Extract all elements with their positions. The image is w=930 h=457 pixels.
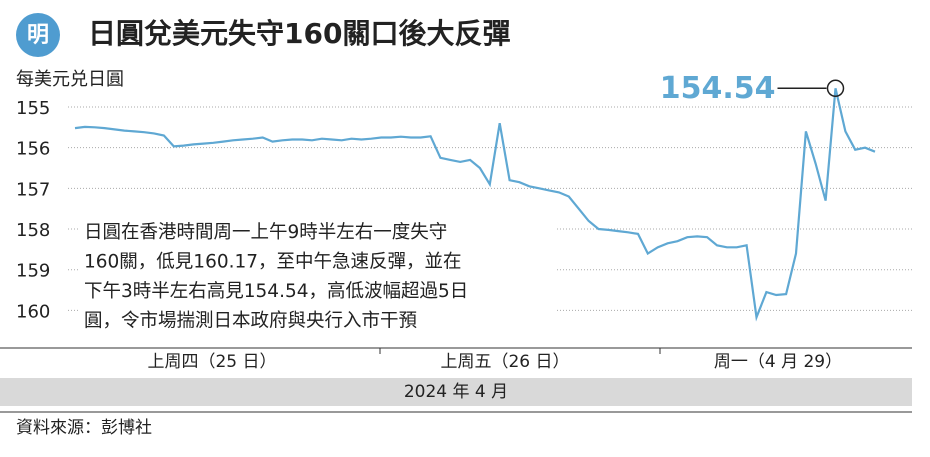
- line: [74, 88, 876, 322]
- annotation: 下午3時半左右高見154.54，高低波幅超過5日: [84, 281, 468, 302]
- x-tick-label: 周一（4 月 29）: [714, 352, 842, 372]
- y-tick-label: 159: [16, 261, 50, 282]
- x-tick-label: 上周五（26 日）: [440, 352, 569, 372]
- peak-marker: [826, 79, 845, 98]
- chart-title: 日圓兌美元失守160關口後大反彈: [88, 17, 510, 50]
- x-axis-label: 2024 年 4 月: [404, 382, 508, 402]
- annotation: 160關，低見160.17，至中午急速反彈，並在: [84, 252, 462, 273]
- x-tick-label: 上周四（25 日）: [147, 352, 276, 372]
- y-axis-label: 每美元兑日圓: [16, 69, 124, 90]
- y-tick-label: 160: [16, 301, 50, 322]
- y-tick-label: 155: [16, 98, 50, 119]
- annotation: 圓，令市場揣測日本政府與央行入市干預: [84, 311, 418, 332]
- y-tick-label: 158: [16, 220, 50, 241]
- annotation-box: [80, 215, 556, 333]
- logo: 明: [27, 23, 49, 48]
- x-label-band: [0, 378, 912, 406]
- annotation: 日圓在香港時間周一上午9時半左右一度失守: [84, 222, 447, 243]
- peak-label: 154.54: [660, 71, 776, 106]
- source: 資料來源：彭博社: [16, 418, 152, 438]
- y-tick-label: 157: [16, 179, 50, 200]
- y-tick-label: 156: [16, 139, 50, 160]
- logo-badge: [16, 13, 60, 57]
